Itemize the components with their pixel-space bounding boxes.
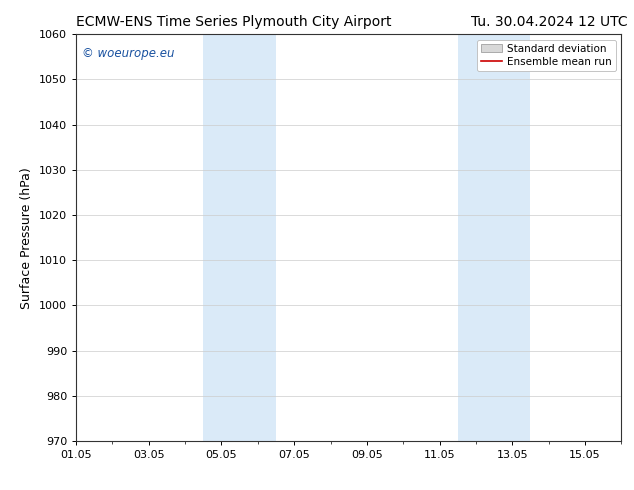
- Text: Tu. 30.04.2024 12 UTC: Tu. 30.04.2024 12 UTC: [471, 15, 628, 29]
- Legend: Standard deviation, Ensemble mean run: Standard deviation, Ensemble mean run: [477, 40, 616, 71]
- Bar: [458, 34, 531, 441]
- Bar: [204, 34, 276, 441]
- Y-axis label: Surface Pressure (hPa): Surface Pressure (hPa): [20, 167, 34, 309]
- Text: © woeurope.eu: © woeurope.eu: [82, 47, 174, 59]
- Text: ECMW-ENS Time Series Plymouth City Airport: ECMW-ENS Time Series Plymouth City Airpo…: [76, 15, 392, 29]
